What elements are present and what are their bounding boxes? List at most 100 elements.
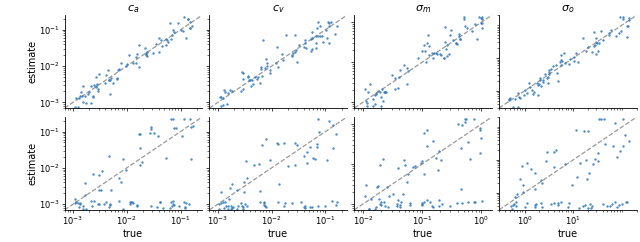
Point (520, 205, 530, 209)
Point (360, 194, 370, 197)
Point (227, 182, 237, 186)
Point (370, 102, 380, 106)
Point (374, 197, 384, 201)
Point (566, 183, 577, 187)
Point (589, 44, 599, 48)
Point (236, 90, 246, 93)
Point (582, 206, 593, 210)
Point (459, 15, 469, 19)
Point (513, 91, 523, 95)
Point (556, 58, 566, 62)
Point (114, 199, 124, 203)
Point (132, 52, 142, 56)
Point (323, 36, 333, 40)
Point (507, 207, 517, 211)
Point (127, 200, 138, 204)
Point (515, 178, 525, 182)
Point (518, 183, 529, 187)
Point (223, 91, 233, 95)
Point (372, 184, 383, 188)
Point (591, 53, 602, 56)
Point (154, 36, 164, 40)
Point (313, 20, 323, 24)
Point (300, 38, 310, 42)
Point (221, 204, 231, 208)
Point (94, 173, 104, 177)
Point (424, 200, 435, 204)
Point (261, 137, 271, 141)
Point (257, 75, 267, 78)
Point (323, 20, 333, 24)
Point (477, 21, 487, 25)
Point (71, 200, 81, 204)
Point (171, 127, 181, 130)
Point (238, 71, 248, 75)
Point (451, 41, 461, 45)
Point (600, 142, 610, 145)
Point (290, 33, 300, 37)
Point (366, 197, 376, 201)
Point (94, 188, 104, 192)
Point (382, 185, 392, 189)
Point (536, 201, 546, 205)
Point (422, 198, 433, 202)
Point (594, 41, 604, 45)
Point (73, 201, 83, 205)
Point (549, 201, 559, 204)
Point (433, 168, 444, 172)
Point (515, 97, 525, 100)
Point (547, 64, 557, 68)
Point (372, 89, 383, 93)
Point (100, 201, 111, 204)
Point (131, 55, 141, 59)
Point (531, 203, 541, 206)
Point (106, 78, 116, 82)
Point (122, 62, 132, 66)
Point (424, 44, 435, 48)
Point (291, 48, 301, 52)
Point (253, 162, 264, 166)
Point (591, 40, 602, 44)
Point (324, 22, 334, 25)
Point (420, 49, 430, 53)
Point (376, 105, 386, 108)
Point (390, 76, 400, 80)
Point (536, 182, 547, 185)
Point (612, 205, 622, 209)
Point (237, 70, 247, 74)
Point (218, 103, 228, 107)
Point (279, 204, 289, 208)
Point (106, 188, 116, 192)
Point (104, 78, 114, 82)
Point (476, 128, 486, 132)
Point (80, 181, 90, 185)
Point (532, 81, 543, 84)
Point (332, 24, 342, 28)
Point (621, 35, 632, 39)
Point (581, 49, 591, 53)
Point (314, 130, 324, 134)
Point (403, 66, 413, 70)
Point (556, 60, 566, 64)
Point (371, 91, 381, 95)
Point (564, 62, 575, 66)
Point (419, 131, 429, 135)
Y-axis label: estimate: estimate (28, 40, 37, 83)
Point (308, 156, 318, 160)
Point (419, 43, 429, 47)
Point (475, 151, 485, 155)
Point (305, 145, 316, 149)
Point (257, 144, 268, 147)
Point (104, 78, 114, 82)
Point (592, 41, 602, 45)
Point (417, 49, 427, 53)
Point (416, 161, 426, 165)
Point (518, 190, 528, 194)
Point (223, 204, 233, 208)
Point (602, 204, 612, 208)
Y-axis label: estimate: estimate (28, 142, 37, 185)
Point (324, 24, 334, 28)
Point (134, 132, 144, 136)
Point (465, 157, 475, 161)
Point (243, 74, 253, 77)
